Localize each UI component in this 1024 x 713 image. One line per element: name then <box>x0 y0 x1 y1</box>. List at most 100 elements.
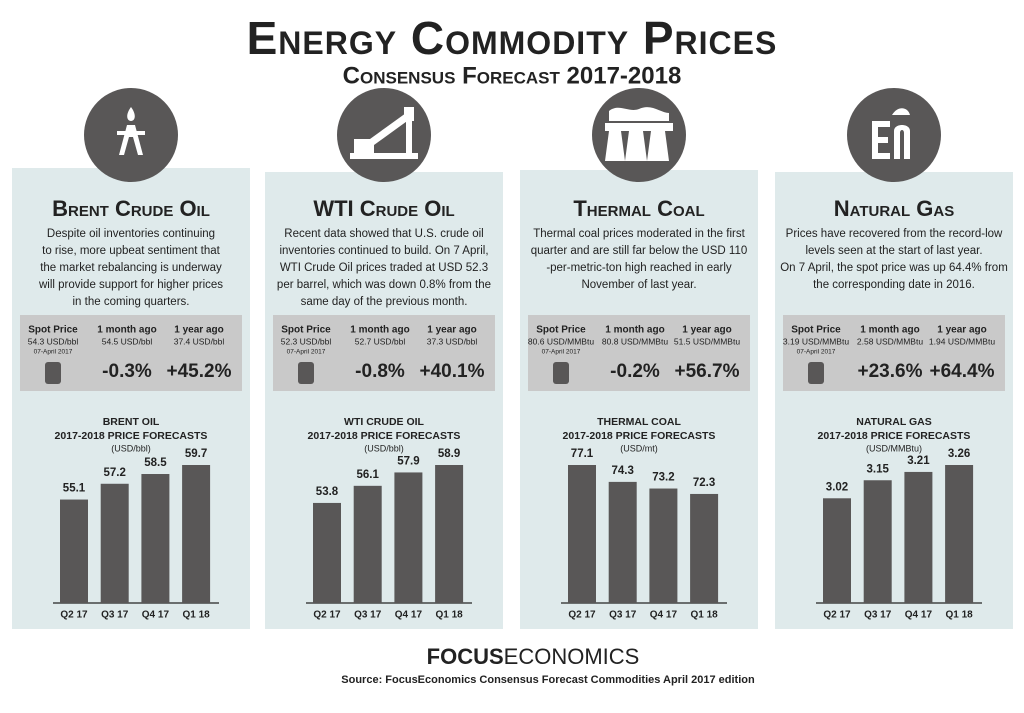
panel-text: Thermal coal prices moderated in the fir… <box>533 228 745 240</box>
stat-value: 54.3 USD/bbl <box>28 336 79 346</box>
stat-label: 1 month ago <box>860 325 919 336</box>
value-label: 74.3 <box>612 465 634 477</box>
commodity-icon <box>117 107 145 155</box>
x-tick-label: Q4 17 <box>395 610 423 621</box>
x-tick-label: Q3 17 <box>864 610 892 621</box>
panel-text: levels seen at the start of last year. <box>805 245 982 257</box>
panel-text: On 7 April, the spot price was up 64.4% … <box>780 262 1008 274</box>
panel-text: WTI Crude Oil prices traded at USD 52.3 <box>280 262 488 274</box>
page-title: Energy Commodity Prices <box>247 12 778 64</box>
stat-label: 1 year ago <box>937 325 986 336</box>
bar <box>141 474 170 603</box>
stat-change: +56.7% <box>675 361 740 382</box>
panel-text: will provide support for higher prices <box>38 279 223 291</box>
x-tick-label: Q1 18 <box>435 610 463 621</box>
value-label: 3.21 <box>907 455 930 467</box>
stat-change: +40.1% <box>420 361 485 382</box>
x-tick-label: Q3 17 <box>101 610 129 621</box>
stat-label: 1 month ago <box>605 325 664 336</box>
panel-text: quarter and are still far below the USD … <box>531 245 747 257</box>
bar <box>608 481 637 603</box>
bar <box>182 465 211 603</box>
source-note: Source: FocusEconomics Consensus Forecas… <box>341 674 755 686</box>
x-tick-label: Q4 17 <box>142 610 170 621</box>
stat-value: 52.3 USD/bbl <box>281 336 332 346</box>
panel-text: Recent data showed that U.S. crude oil <box>284 228 483 240</box>
x-tick-label: Q2 17 <box>313 610 341 621</box>
x-tick-label: Q4 17 <box>650 610 678 621</box>
stat-label: 1 year ago <box>682 325 731 336</box>
panel-text: Prices have recovered from the record-lo… <box>786 228 1003 240</box>
stat-label: Spot Price <box>791 325 841 336</box>
bar <box>313 502 341 603</box>
value-label: 59.7 <box>185 448 207 460</box>
x-tick-label: Q1 18 <box>690 610 718 621</box>
value-label: 77.1 <box>571 448 594 460</box>
chart-subtitle: 2017-2018 PRICE FORECASTS <box>563 430 716 442</box>
x-tick-label: Q2 17 <box>60 610 88 621</box>
chart-unit: (USD/bbl) <box>111 443 151 453</box>
panel-background <box>12 168 250 629</box>
chart-title: BRENT OIL <box>103 416 160 428</box>
brand-bold: FOCUS <box>427 644 504 669</box>
value-label: 58.5 <box>144 457 167 469</box>
panel-title: Natural Gas <box>834 196 955 221</box>
spot-icon <box>45 362 61 384</box>
stat-value: 3.19 USD/MMBtu <box>783 336 849 346</box>
value-label: 3.26 <box>948 448 970 460</box>
bar <box>904 471 933 603</box>
x-tick-label: Q3 17 <box>354 610 382 621</box>
panel-text: same day of the previous month. <box>301 296 468 308</box>
commodity-icon <box>872 108 910 159</box>
chart-subtitle: 2017-2018 PRICE FORECASTS <box>308 430 461 442</box>
brand: FOCUSECONOMICS <box>427 644 640 669</box>
commodity-icon <box>350 107 418 159</box>
x-tick-label: Q2 17 <box>568 610 596 621</box>
stat-value: 52.7 USD/bbl <box>355 336 406 346</box>
panel-title: Thermal Coal <box>573 196 704 221</box>
chart-subtitle: 2017-2018 PRICE FORECASTS <box>55 430 208 442</box>
value-label: 57.2 <box>104 467 126 479</box>
value-label: 3.02 <box>826 481 848 493</box>
panel-background <box>775 172 1013 629</box>
x-tick-label: Q2 17 <box>823 610 851 621</box>
bar <box>435 465 464 603</box>
spot-icon <box>298 362 314 384</box>
value-label: 57.9 <box>397 455 419 467</box>
x-tick-label: Q1 18 <box>182 610 210 621</box>
spot-icon <box>553 362 569 384</box>
bar <box>823 498 851 603</box>
stat-change: -0.8% <box>355 361 405 382</box>
bar <box>100 483 129 603</box>
bar <box>690 493 719 603</box>
panel-background <box>265 172 503 629</box>
chart-title: WTI CRUDE OIL <box>344 416 424 428</box>
value-label: 55.1 <box>63 483 86 495</box>
chart-subtitle: 2017-2018 PRICE FORECASTS <box>818 430 971 442</box>
bar <box>863 480 892 603</box>
stat-label: Spot Price <box>281 325 331 336</box>
chart-title: THERMAL COAL <box>597 416 681 428</box>
stat-label: Spot Price <box>536 325 586 336</box>
value-label: 56.1 <box>357 469 380 481</box>
stat-value: 1.94 USD/MMBtu <box>929 336 995 346</box>
stat-change: +23.6% <box>858 361 923 382</box>
chart-unit: (USD/MMBtu) <box>866 443 922 453</box>
stat-change: +64.4% <box>930 361 995 382</box>
stat-value: 2.58 USD/MMBtu <box>857 336 923 346</box>
x-tick-label: Q1 18 <box>945 610 973 621</box>
stat-value: 80.8 USD/MMBtu <box>602 336 668 346</box>
stat-date: 07-April 2017 <box>287 349 326 356</box>
stat-label: 1 month ago <box>350 325 409 336</box>
stat-date: 07-April 2017 <box>34 349 73 356</box>
value-label: 72.3 <box>693 477 715 489</box>
value-label: 73.2 <box>652 472 674 484</box>
panel-background <box>520 170 758 629</box>
stat-change: +45.2% <box>167 361 232 382</box>
panel-text: November of last year. <box>581 279 696 291</box>
panel-text: to rise, more upbeat sentiment that <box>42 245 221 257</box>
stat-value: 37.4 USD/bbl <box>174 336 225 346</box>
value-label: 53.8 <box>316 486 339 498</box>
bar <box>394 472 423 603</box>
